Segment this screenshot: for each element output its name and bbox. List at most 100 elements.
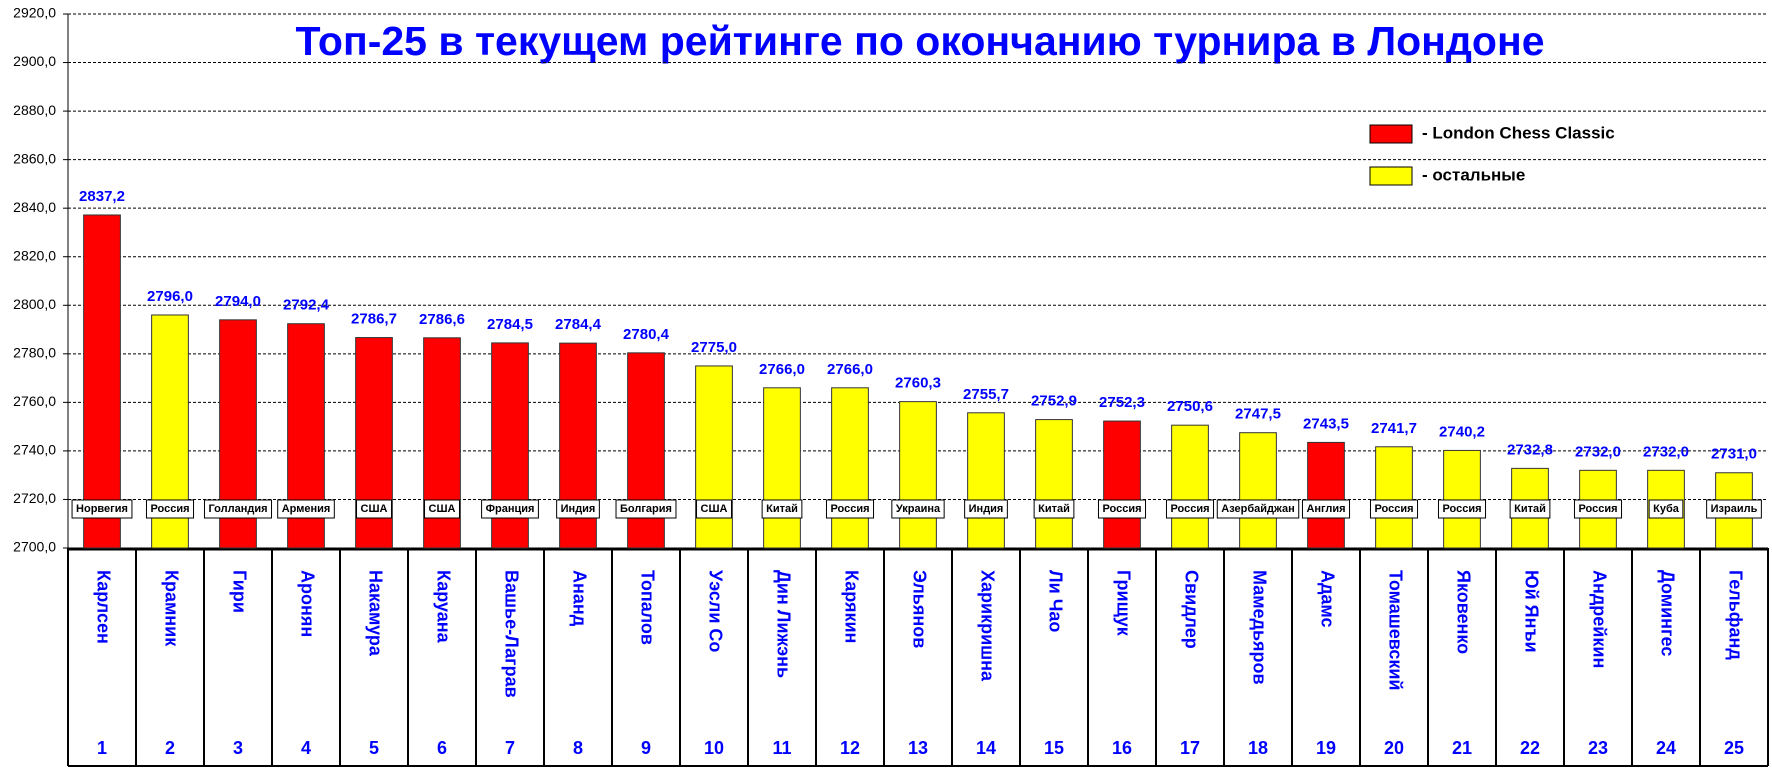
country-box bbox=[825, 499, 875, 519]
value-label: 2766,0 bbox=[827, 361, 873, 378]
y-tick-label: 2880,0 bbox=[13, 102, 56, 118]
chart-title: Топ-25 в текущем рейтинге по окончанию т… bbox=[295, 18, 1544, 64]
y-tick-label: 2900,0 bbox=[13, 53, 56, 69]
bar bbox=[1035, 419, 1073, 549]
x-tick-label: Томашевский bbox=[1385, 570, 1405, 691]
x-tick-label: Крамник bbox=[161, 570, 181, 647]
country-box bbox=[1369, 499, 1419, 519]
bar bbox=[83, 214, 121, 549]
rank-label: 17 bbox=[1180, 738, 1200, 758]
y-tick-label: 2920,0 bbox=[13, 5, 56, 21]
y-tick-label: 2800,0 bbox=[13, 296, 56, 312]
bar bbox=[627, 352, 665, 549]
rank-label: 4 bbox=[301, 738, 311, 758]
x-tick-label: Накамура bbox=[365, 570, 385, 657]
country-label: США bbox=[701, 503, 728, 515]
country-label: Голландия bbox=[208, 503, 267, 515]
y-tick-label: 2780,0 bbox=[13, 345, 56, 361]
x-tick-label: Адамс bbox=[1317, 570, 1337, 628]
country-box bbox=[277, 499, 335, 519]
value-label: 2796,0 bbox=[147, 288, 193, 305]
rank-label: 15 bbox=[1044, 738, 1064, 758]
x-tick-label: Юй Янъи bbox=[1521, 570, 1541, 653]
country-label: Израиль bbox=[1711, 503, 1758, 515]
value-label: 2755,7 bbox=[963, 386, 1009, 403]
country-label: Норвегия bbox=[76, 503, 128, 515]
rank-label: 22 bbox=[1520, 738, 1540, 758]
x-tick-label: Харикришна bbox=[977, 570, 997, 682]
y-tick-label: 2860,0 bbox=[13, 150, 56, 166]
rank-label: 9 bbox=[641, 738, 651, 758]
country-box bbox=[1573, 499, 1623, 519]
bar bbox=[695, 365, 733, 549]
value-label: 2741,7 bbox=[1371, 420, 1417, 437]
country-label: Украина bbox=[896, 503, 941, 515]
legend-swatch bbox=[1369, 166, 1413, 186]
country-box bbox=[761, 499, 803, 519]
bar bbox=[1443, 449, 1481, 549]
value-label: 2794,0 bbox=[215, 293, 261, 310]
x-tick-label: Домингес bbox=[1657, 570, 1677, 656]
value-label: 2780,4 bbox=[623, 326, 670, 343]
value-label: 2775,0 bbox=[691, 339, 737, 356]
bar bbox=[1307, 441, 1345, 549]
legend-label: - London Chess Classic bbox=[1422, 123, 1615, 142]
value-label: 2743,5 bbox=[1303, 415, 1349, 432]
x-tick-label: Ананд bbox=[569, 570, 589, 627]
x-tick-label: Эльянов bbox=[909, 570, 929, 648]
value-label: 2732,8 bbox=[1507, 441, 1553, 458]
x-tick-label: Гири bbox=[229, 570, 249, 613]
country-label: Россия bbox=[1442, 503, 1481, 515]
rank-label: 10 bbox=[704, 738, 724, 758]
rank-label: 11 bbox=[772, 738, 791, 758]
value-label: 2784,4 bbox=[555, 316, 602, 333]
country-box bbox=[556, 499, 600, 519]
x-tick-label: Аронян bbox=[297, 570, 317, 637]
country-box bbox=[1648, 499, 1684, 519]
country-box bbox=[71, 499, 133, 519]
value-label: 2752,9 bbox=[1031, 393, 1077, 410]
rank-label: 1 bbox=[97, 738, 107, 758]
bar bbox=[1239, 432, 1277, 549]
value-label: 2766,0 bbox=[759, 361, 805, 378]
country-label: Россия bbox=[830, 503, 869, 515]
y-tick-label: 2700,0 bbox=[13, 539, 56, 555]
country-label: Болгария bbox=[620, 503, 672, 515]
country-label: США bbox=[361, 503, 388, 515]
country-box bbox=[145, 499, 195, 519]
country-label: Англия bbox=[1306, 503, 1345, 515]
value-label: 2786,7 bbox=[351, 311, 397, 328]
country-box bbox=[1509, 499, 1551, 519]
y-tick-label: 2820,0 bbox=[13, 247, 56, 263]
x-tick-label: Ли Чао bbox=[1045, 570, 1065, 632]
x-tick-label: Яковенко bbox=[1453, 570, 1473, 654]
country-label: Индия bbox=[969, 503, 1004, 515]
rank-label: 25 bbox=[1724, 738, 1744, 758]
rank-label: 20 bbox=[1384, 738, 1404, 758]
country-label: Китай bbox=[766, 503, 798, 515]
y-tick-label: 2740,0 bbox=[13, 442, 56, 458]
x-tick-label: Вашье-Лаграв bbox=[501, 570, 521, 698]
rank-label: 14 bbox=[976, 738, 996, 758]
country-label: Китай bbox=[1038, 503, 1070, 515]
country-label: Россия bbox=[1578, 503, 1617, 515]
rank-label: 18 bbox=[1248, 738, 1268, 758]
x-tick-label: Топалов bbox=[637, 570, 657, 645]
country-box bbox=[203, 499, 273, 519]
value-label: 2752,3 bbox=[1099, 394, 1145, 411]
value-label: 2837,2 bbox=[79, 188, 125, 205]
x-tick-label: Каруана bbox=[433, 570, 453, 644]
rank-label: 16 bbox=[1112, 738, 1132, 758]
value-label: 2786,6 bbox=[419, 311, 465, 328]
rank-label: 6 bbox=[437, 738, 447, 758]
country-box bbox=[696, 499, 732, 519]
x-tick-label: Грищук bbox=[1113, 570, 1133, 637]
rank-label: 19 bbox=[1316, 738, 1336, 758]
bar bbox=[1171, 424, 1209, 549]
country-box bbox=[1216, 499, 1300, 519]
country-box bbox=[891, 499, 945, 519]
rank-label: 23 bbox=[1588, 738, 1608, 758]
country-label: Армения bbox=[282, 503, 331, 515]
country-box bbox=[1301, 499, 1351, 519]
